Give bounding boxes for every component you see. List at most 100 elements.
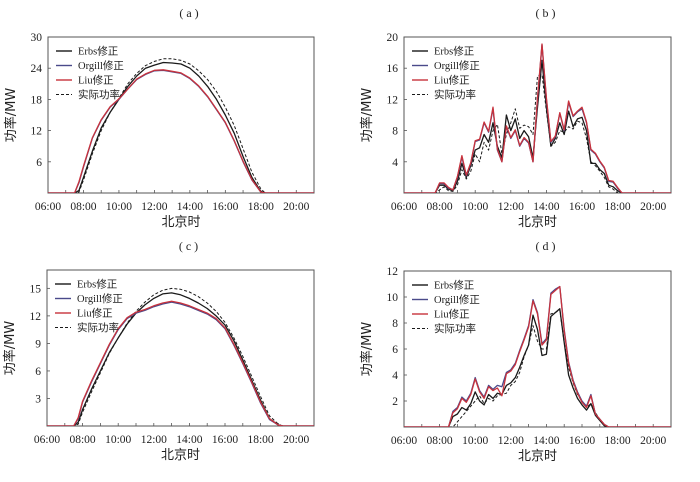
x-tick-label: 12:00: [498, 435, 524, 447]
legend-label: 实际功率: [434, 322, 476, 335]
legend-label: Erbs修正: [78, 45, 118, 58]
plot-frame: [403, 36, 672, 194]
x-axis-label: 北京时: [518, 449, 557, 464]
x-tick-label: 08:00: [69, 434, 95, 446]
x-tick-label: 10:00: [105, 434, 131, 446]
x-tick-label: 20:00: [283, 201, 309, 213]
series-line-Orgill修正: [47, 301, 314, 426]
x-tick-label: 18:00: [248, 201, 274, 213]
y-tick-label: 4: [392, 370, 398, 382]
x-tick-label: 12:00: [498, 201, 524, 213]
x-axis: 06:00 08:00 10:00 12:00 14:00 16:00 18:00 20:00: [391, 424, 672, 447]
legend-label: Liu修正: [77, 307, 113, 320]
series-line-实际功率: [48, 58, 314, 193]
panel-a: ( a ) 06:00 08:00 10:00 12:00 14:00 16:00 18:0…: [3, 6, 315, 230]
series-line-Erbs修正: [47, 292, 314, 426]
series-line-Liu修正: [48, 69, 314, 193]
legend-label: 实际功率: [434, 88, 476, 101]
x-tick-label: 10:00: [462, 201, 488, 213]
y-tick-label: 4: [392, 157, 398, 169]
legend-label: Liu修正: [434, 308, 470, 321]
series-line-实际功率: [404, 73, 671, 193]
legend-label: Liu修正: [434, 74, 470, 87]
panel-title: ( a ): [179, 6, 198, 20]
y-tick-label: 30: [31, 32, 43, 44]
x-axis: 06:00 08:00 10:00 12:00 14:00 16:00 18:00 20:00: [35, 190, 315, 213]
plot-frame: [46, 269, 315, 427]
y-tick-label: 20: [387, 32, 399, 44]
x-tick-label: 16:00: [212, 434, 238, 446]
x-tick-label: 10:00: [462, 435, 488, 447]
legend-label: Erbs修正: [77, 278, 117, 291]
y-axis-label: 功率/MW: [2, 321, 18, 376]
x-tick-label: 06:00: [35, 201, 61, 213]
panel-c: ( c ) 06:00 08:00 10:00 12:00 14:00 16:00 18:0…: [2, 239, 315, 463]
x-tick-label: 08:00: [426, 435, 452, 447]
legend-label: Orgill修正: [434, 59, 480, 72]
series-line-Erbs修正: [404, 59, 671, 193]
y-tick-label: 24: [31, 63, 43, 75]
y-tick-label: 6: [392, 344, 398, 356]
y-tick-label: 10: [387, 292, 399, 304]
y-tick-label: 2: [392, 396, 398, 408]
x-tick-label: 14:00: [177, 201, 203, 213]
x-tick-label: 06:00: [34, 434, 60, 446]
x-tick-label: 18:00: [604, 201, 630, 213]
x-tick-label: 18:00: [604, 435, 630, 447]
plot-lines: [404, 285, 671, 427]
y-tick-label: 8: [392, 126, 398, 138]
series-line-Orgill修正: [48, 69, 314, 193]
series-line-实际功率: [47, 287, 314, 426]
y-tick-label: 6: [36, 157, 42, 169]
x-tick-label: 20:00: [283, 434, 309, 446]
y-axis-label: 功率/MW: [359, 88, 375, 143]
legend-label: Erbs修正: [434, 45, 474, 58]
panel-d: ( d ) 06:00 08:00 10:00 12:00 14:00 16:00 18:0…: [359, 239, 672, 464]
plot-lines: [47, 287, 314, 426]
x-axis: 06:00 08:00 10:00 12:00 14:00 16:00 18:00 20:00: [391, 190, 672, 213]
x-axis-label: 北京时: [518, 215, 557, 230]
panel-title: ( b ): [536, 6, 556, 20]
y-tick-label: 12: [387, 266, 399, 278]
panel-title: ( c ): [179, 239, 198, 253]
x-tick-label: 16:00: [212, 201, 238, 213]
y-axis: 6 12 18 24 30: [31, 32, 51, 169]
panel-b: ( b ) 06:00 08:00 10:00 12:00 14:00 16:00 18:0…: [359, 6, 672, 230]
x-tick-label: 06:00: [391, 201, 417, 213]
y-axis: 2 4 6 8 10 12: [387, 266, 407, 408]
series-line-Liu修正: [404, 43, 671, 193]
y-tick-label: 15: [30, 283, 42, 295]
series-line-Erbs修正: [404, 308, 671, 427]
x-tick-label: 20:00: [640, 435, 666, 447]
y-tick-label: 18: [31, 94, 43, 106]
x-axis: 06:00 08:00 10:00 12:00 14:00 16:00 18:00 20:00: [34, 423, 315, 446]
x-axis-label: 北京时: [161, 215, 200, 230]
x-axis-label: 北京时: [161, 448, 200, 463]
legend-label: 实际功率: [77, 321, 119, 334]
plot-lines: [48, 58, 314, 193]
legend-label: Orgill修正: [78, 59, 124, 72]
series-line-Orgill修正: [404, 285, 671, 427]
legend-label: Orgill修正: [434, 293, 480, 306]
series-line-Liu修正: [47, 300, 314, 426]
plot-lines: [404, 43, 671, 193]
y-tick-label: 9: [35, 338, 41, 350]
y-tick-label: 3: [35, 393, 41, 405]
series-line-Liu修正: [404, 285, 671, 427]
x-tick-label: 12:00: [141, 201, 167, 213]
y-tick-label: 12: [387, 94, 399, 106]
x-tick-label: 20:00: [640, 201, 666, 213]
legend-label: Liu修正: [78, 74, 114, 87]
y-tick-label: 12: [31, 126, 43, 138]
plot-frame: [47, 36, 315, 194]
x-tick-label: 16:00: [569, 435, 595, 447]
series-line-Erbs修正: [48, 61, 314, 193]
y-tick-label: 6: [35, 366, 41, 378]
y-axis-label: 功率/MW: [3, 88, 19, 143]
y-tick-label: 12: [30, 311, 42, 323]
x-tick-label: 18:00: [247, 434, 273, 446]
